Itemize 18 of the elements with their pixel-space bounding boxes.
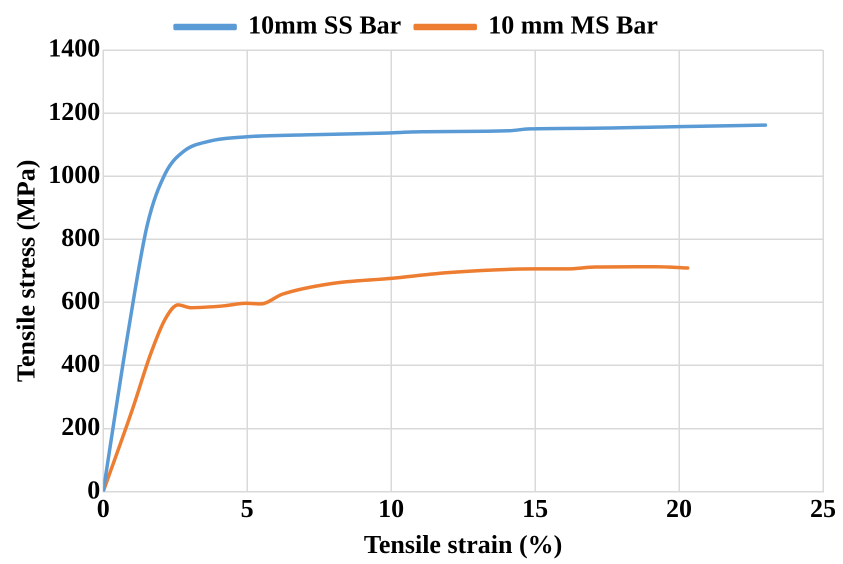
- line-series: [103, 123, 768, 492]
- x-tick-label: 10: [378, 494, 404, 523]
- x-tick-label: 15: [522, 494, 548, 523]
- x-tick-label: 5: [240, 494, 254, 523]
- y-tick-label: 800: [61, 222, 100, 252]
- x-axis-title: Tensile strain (%): [364, 530, 562, 560]
- y-tick-label: 400: [61, 349, 100, 378]
- y-axis-title: Tensile stress (MPa): [11, 160, 40, 382]
- legend-label: 10 mm MS Bar: [488, 10, 658, 40]
- x-tick-label: 25: [810, 494, 836, 523]
- legend-label: 10mm SS Bar: [248, 10, 402, 40]
- y-tick-label: 1400: [48, 34, 100, 63]
- line-series: [103, 264, 690, 492]
- x-tick-label: 20: [666, 494, 692, 523]
- y-tick-label: 600: [61, 286, 100, 316]
- y-tick-label: 1000: [48, 160, 100, 189]
- y-tick-label: 1200: [48, 96, 100, 126]
- y-tick-label: 200: [61, 412, 100, 442]
